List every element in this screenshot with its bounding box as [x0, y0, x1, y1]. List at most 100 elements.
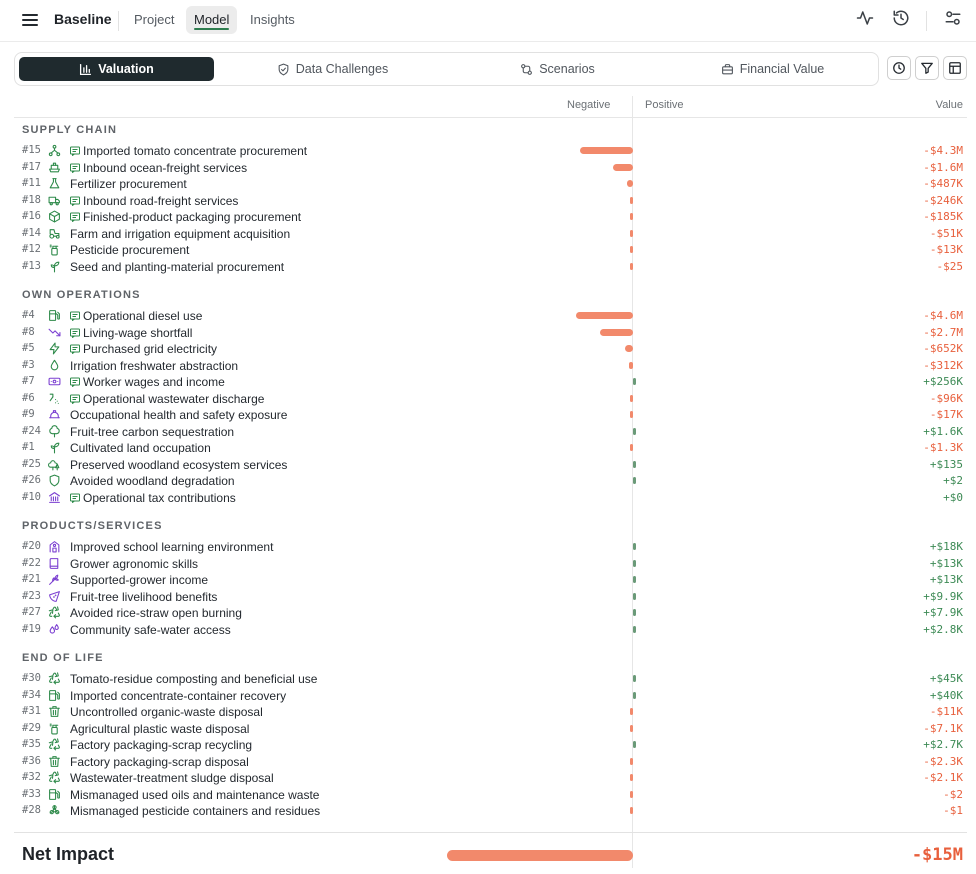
comment-icon[interactable]	[69, 145, 81, 157]
tab-scenarios[interactable]: Scenarios	[475, 57, 640, 81]
table-row[interactable]: #30 Tomato-residue composting and benefic…	[14, 671, 967, 687]
table-row[interactable]: #16 Finished-product packaging procuremen…	[14, 209, 967, 225]
table-row[interactable]: #3 Irrigation freshwater abstraction -$312…	[14, 358, 967, 374]
impact-bar	[630, 724, 633, 732]
row-value: +$0	[943, 490, 963, 504]
layout-button[interactable]	[943, 56, 967, 80]
row-value: -$11K	[929, 705, 963, 718]
row-label: Mismanaged pesticide containers and resi…	[70, 804, 321, 818]
bar-chart-icon	[80, 63, 92, 76]
recycle-icon	[48, 672, 60, 685]
menu-icon[interactable]	[22, 12, 38, 28]
table-row[interactable]: #33 Mismanaged used oils and maintenance …	[14, 787, 967, 803]
row-number: #6	[22, 391, 35, 404]
table-row[interactable]: #27 Avoided rice-straw open burning +$7.9K	[14, 605, 967, 621]
impact-bar	[633, 576, 636, 583]
table-row[interactable]: #6 Operational wastewater discharge -$96K	[14, 391, 967, 407]
table-row[interactable]: #13 Seed and planting-material procuremen…	[14, 259, 967, 275]
row-value: -$246K	[923, 193, 963, 207]
hard-hat-icon	[49, 410, 60, 419]
comment-icon[interactable]	[69, 376, 81, 388]
table-row[interactable]: #12 Pesticide procurement -$13K	[14, 242, 967, 258]
table-row[interactable]: #21 Supported-grower income +$13K	[14, 572, 967, 588]
tab-project[interactable]: Project	[134, 12, 175, 27]
filter-button[interactable]	[915, 56, 939, 80]
tab-model[interactable]: Model	[186, 6, 238, 34]
comment-icon[interactable]	[69, 343, 81, 355]
table-row[interactable]: #11 Fertilizer procurement -$487K	[14, 176, 967, 192]
tab-insights[interactable]: Insights	[250, 12, 295, 27]
tab-financial-value-label: Financial Value	[739, 62, 825, 76]
trash-icon	[49, 755, 60, 767]
row-label: Finished-product packaging procurement	[83, 210, 302, 224]
sprout-icon	[50, 442, 60, 454]
table-row[interactable]: #22 Grower agronomic skills +$13K	[14, 556, 967, 572]
tab-data-challenges-label: Data Challenges	[295, 62, 389, 76]
tab-financial-value[interactable]: Financial Value	[685, 57, 860, 81]
impact-bar	[633, 741, 636, 748]
impact-bar	[633, 691, 636, 699]
row-number: #1	[22, 441, 35, 453]
comment-icon[interactable]	[69, 195, 81, 207]
table-row[interactable]: #32 Wastewater-treatment sludge disposal -…	[14, 770, 967, 786]
wheat-icon	[49, 574, 59, 585]
impact-bar	[630, 262, 633, 270]
row-label: Fertilizer procurement	[70, 177, 187, 191]
tab-data-challenges[interactable]: Data Challenges	[245, 57, 420, 81]
table-row[interactable]: #31 Uncontrolled organic-waste disposal -$…	[14, 704, 967, 720]
table-row[interactable]: #5 Purchased grid electricity -$652K	[14, 341, 967, 357]
table-row[interactable]: #18 Inbound road-freight services -$246K	[14, 193, 967, 209]
row-value: -$4.3M	[923, 144, 963, 157]
row-label: Avoided woodland degradation	[70, 474, 235, 488]
table-row[interactable]: #1 Cultivated land occupation -$1.3K	[14, 440, 967, 456]
row-number: #12	[22, 243, 41, 255]
table-row[interactable]: #10 Operational tax contributions +$0	[14, 490, 967, 506]
impact-bar	[630, 757, 633, 765]
table-row[interactable]: #24 Fruit-tree carbon sequestration +$1.6K	[14, 424, 967, 440]
impact-bar	[633, 592, 636, 600]
table-row[interactable]: #36 Factory packaging-scrap disposal -$2.3…	[14, 754, 967, 770]
table-row[interactable]: #4 Operational diesel use -$4.6M	[14, 308, 967, 324]
impact-bar	[633, 477, 636, 484]
table-row[interactable]: #8 Living-wage shortfall -$2.7M	[14, 325, 967, 341]
table-row[interactable]: #26 Avoided woodland degradation +$2	[14, 473, 967, 489]
spray-bottle-icon	[49, 723, 59, 734]
row-label: Uncontrolled organic-waste disposal	[70, 705, 263, 719]
table-row[interactable]: #29 Agricultural plastic waste disposal -$…	[14, 721, 967, 737]
comment-icon[interactable]	[69, 310, 81, 322]
table-row[interactable]: #9 Occupational health and safety exposur…	[14, 407, 967, 423]
comment-icon[interactable]	[69, 162, 81, 174]
row-number: #13	[22, 259, 41, 272]
package-icon	[49, 210, 60, 223]
table-row[interactable]: #25 Preserved woodland ecosystem services…	[14, 457, 967, 473]
comment-icon[interactable]	[69, 211, 81, 223]
table-row[interactable]: #23 Fruit-tree livelihood benefits +$9.9K	[14, 589, 967, 605]
table-row[interactable]: #7 Worker wages and income +$256K	[14, 374, 967, 390]
table-row[interactable]: #34 Imported concentrate-container recove…	[14, 688, 967, 704]
tab-valuation[interactable]: Valuation	[19, 57, 214, 81]
spray-bottle-icon	[49, 244, 59, 256]
row-label: Community safe-water access	[70, 622, 231, 637]
table-row[interactable]: #28 Mismanaged pesticide containers and r…	[14, 803, 967, 819]
table-row[interactable]: #20 Improved school learning environment +…	[14, 539, 967, 555]
table-row[interactable]: #15 Imported tomato concentrate procureme…	[14, 143, 967, 159]
comment-icon[interactable]	[69, 393, 81, 405]
impact-bar	[633, 609, 636, 616]
history-icon[interactable]	[892, 9, 910, 27]
comment-icon[interactable]	[69, 327, 81, 339]
clock-button[interactable]	[887, 56, 911, 80]
table-row[interactable]: #14 Farm and irrigation equipment acquisi…	[14, 226, 967, 242]
activity-icon[interactable]	[856, 9, 874, 27]
table-row[interactable]: #17 Inbound ocean-freight services -$1.6M	[14, 160, 967, 176]
impact-bar	[633, 460, 636, 468]
row-value: -$96K	[929, 391, 963, 405]
row-value: -$2.3K	[923, 754, 963, 768]
row-label: Inbound ocean-freight services	[83, 160, 248, 175]
impact-bar	[633, 675, 636, 682]
row-number: #26	[22, 474, 41, 486]
row-value: +$40K	[929, 688, 963, 702]
comment-icon[interactable]	[69, 492, 81, 504]
table-row[interactable]: #35 Factory packaging-scrap recycling +$2.…	[14, 737, 967, 753]
table-row[interactable]: #19 Community safe-water access +$2.8K	[14, 622, 967, 638]
settings-sliders-icon[interactable]	[944, 9, 962, 27]
